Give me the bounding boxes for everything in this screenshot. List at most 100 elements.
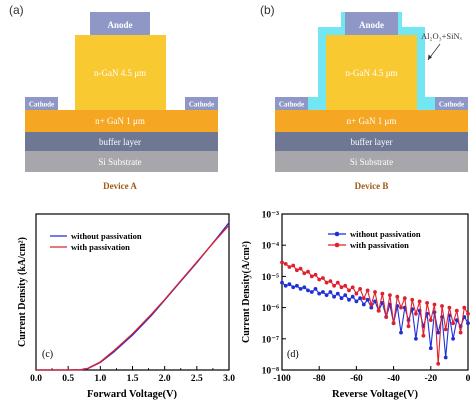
chart-d-point-without [443, 355, 448, 360]
chart-d-point-without [339, 296, 344, 301]
chart-d-point-without [317, 291, 322, 296]
chart-d-point-with [354, 291, 359, 296]
chart-d-ytick-label: 10⁻⁸ [262, 367, 280, 377]
chart-d-point-without [324, 293, 329, 297]
chart-d-yticks: 10⁻⁸ 10⁻⁷ 10⁻⁶ 10⁻⁵ 10⁻⁴ 10⁻³ [262, 211, 286, 377]
chart-d-point-without [365, 297, 370, 302]
cathode-b-right [435, 97, 468, 110]
chart-d-point-with [309, 274, 314, 279]
chart-d-point-without [343, 293, 348, 297]
chart-d-point-without [321, 290, 325, 294]
buffer-a [25, 132, 218, 151]
chart-c-xtick-label: 2.0 [159, 374, 171, 384]
chart-d-point-with [395, 294, 400, 299]
buffer-a-label: buffer layer [99, 137, 141, 147]
chart-d-point-without [283, 283, 288, 288]
cathode-a-left-label: Cathode [29, 101, 54, 109]
chart-d-xtick-label: -60 [350, 374, 363, 384]
chart-d-point-with [339, 285, 344, 290]
chart-d-point-without [291, 285, 296, 290]
chart-d-legend: without passivation with passivation [328, 229, 421, 250]
nplus-b [275, 110, 468, 132]
chart-d-point-with [376, 308, 381, 313]
chart-d-point-without [354, 299, 359, 304]
chart-d-series [280, 260, 470, 366]
anode-b [345, 12, 398, 35]
cathode-b-left [275, 97, 308, 110]
chart-d-point-with [317, 277, 322, 282]
chart-d-point-without [436, 330, 441, 335]
chart-d-point-with [410, 297, 415, 302]
legend-c-with: with passivation [71, 242, 130, 252]
substrate-a-label: Si Substrate [98, 157, 141, 167]
chart-d-point-with [298, 266, 303, 271]
chart-d-point-with [417, 299, 422, 304]
chart-d-point-without [309, 290, 314, 294]
chart-d-point-with [295, 268, 299, 273]
panel-b: (b) Anode n-GaN 4.5 μm Cathode Cathode n… [260, 3, 468, 191]
chart-c-xlabel: Forward Voltage(V) [87, 389, 178, 400]
nplus-b-label: n+ GaN 1 μm [347, 116, 397, 126]
chart-d-frame [281, 213, 469, 371]
chart-d-panel-label: (d) [287, 349, 299, 360]
panel-b-label: (b) [260, 3, 275, 17]
legend-d-without: without passivation [350, 229, 421, 239]
chart-c-xtick-label: 0.5 [62, 374, 74, 384]
chart-d-point-with [373, 290, 377, 294]
substrate-b [275, 151, 468, 172]
panel-a: (a) Anode n-GaN 4.5 μm Cathode Cathode n… [9, 3, 218, 191]
chart-d-xtick-label: -100 [273, 374, 291, 384]
chart-d-point-with [361, 296, 366, 301]
chart-d-point-with [280, 260, 284, 265]
chart-d-point-with [440, 304, 444, 308]
chart-d-point-with [436, 361, 441, 366]
cathode-a-left [25, 97, 58, 110]
chart-d-point-with [451, 321, 455, 326]
chart-d-point-with [432, 302, 437, 307]
substrate-a [25, 151, 218, 172]
chart-d-xtick-label: -40 [387, 374, 400, 384]
chart-d-point-with [414, 311, 418, 316]
chart-d-xtick-label: -80 [313, 374, 326, 384]
cathode-a-right [185, 97, 218, 110]
chart-c-xtick-label: 0.0 [30, 374, 42, 384]
chart-d-ytick-label: 10⁻⁷ [262, 335, 280, 345]
buffer-b-label: buffer layer [350, 137, 392, 147]
ngan-a-label: n-GaN 4.5 μm [94, 68, 146, 78]
chart-d-point-with [462, 305, 467, 310]
chart-d-point-with [466, 311, 470, 316]
chart-reverse: -100 -80 -60 -40 -20 0 10⁻⁸10⁻⁷10⁻⁶10⁻⁵10⁻⁴10… [241, 211, 471, 401]
chart-d-point-without [399, 330, 403, 335]
chart-d-point-without [335, 291, 340, 296]
panel-a-label: (a) [9, 3, 24, 17]
legend-d-with: with passivation [350, 240, 409, 250]
chart-d-point-with [428, 318, 433, 322]
chart-c-series [36, 222, 230, 371]
chart-d-point-with [384, 315, 389, 319]
chart-d-point-with [287, 265, 292, 269]
chart-d-point-with [388, 293, 392, 297]
cathode-b-left-label: Cathode [279, 101, 304, 109]
chart-c-xtick-label: 2.5 [191, 374, 203, 384]
chart-d-point-without [373, 299, 377, 304]
chart-d-ylabel: Current Density(A/cm²) [241, 241, 252, 343]
chart-d-point-without [280, 280, 284, 285]
chart-c-xtick-label: 1.5 [127, 374, 139, 384]
chart-d-point-without [332, 294, 336, 299]
chart-d-point-without [328, 290, 333, 294]
chart-d-xticks: -100 -80 -60 -40 -20 0 [273, 366, 471, 384]
cathode-b-right-label: Cathode [439, 101, 464, 109]
ngan-b-label: n-GaN 4.5 μm [345, 68, 397, 78]
chart-d-point-with [365, 288, 370, 293]
chart-c-ylabel: Current Density (kA/cm²) [17, 237, 28, 347]
device-a-caption: Device A [103, 181, 137, 191]
chart-d-point-with [425, 301, 429, 305]
chart-d-point-with [332, 283, 336, 288]
chart-d-point-with [328, 279, 333, 283]
chart-d-point-with [454, 308, 459, 313]
substrate-b-label: Si Substrate [350, 157, 393, 167]
chart-d-point-without [428, 346, 433, 351]
chart-d-point-with [324, 280, 329, 285]
chart-d-point-with [391, 321, 396, 326]
